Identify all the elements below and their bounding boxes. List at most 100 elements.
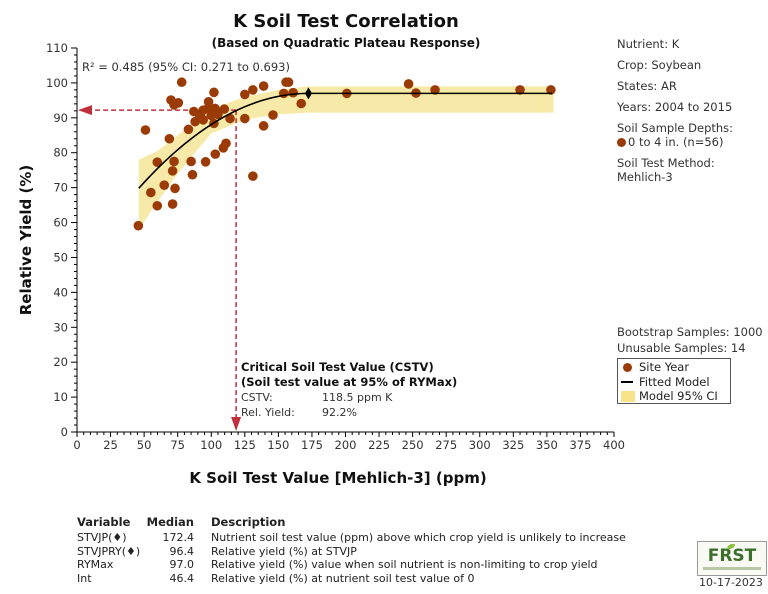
data-point [268,110,278,120]
ci-band [138,86,554,230]
x-tick-label: 25 [103,438,118,452]
data-point [159,180,170,190]
data-point [248,85,258,95]
data-point [210,149,221,159]
data-point [403,79,414,89]
table-cell: 97.0 [169,558,195,571]
data-point [167,199,178,209]
x-tick-label: 100 [200,438,222,452]
join-point-diamond-icon [304,87,312,100]
x-tick-label: 75 [170,438,185,452]
depth-item-label: 0 to 4 in. (n=56) [628,135,724,149]
data-point [240,113,250,124]
data-point [546,85,556,95]
legend-label: Site Year [639,360,690,375]
ci-band-layer [138,86,554,230]
table-cell: 96.4 [169,544,195,558]
dot-icon [621,362,635,372]
legend-item-ci: Model 95% CI [621,389,730,404]
y-tick-label: 80 [53,146,68,160]
cstv-x-arrow [231,417,242,431]
bootstrap-info: Bootstrap Samples: 1000 [617,325,763,339]
method-label: Soil Test Method: [617,156,715,170]
y-tick-label: 60 [53,216,68,230]
data-point [430,85,440,95]
y-tick-label: 100 [46,76,68,90]
data-point [140,125,151,135]
y-tick-label: 20 [53,355,68,369]
data-point [194,109,204,120]
cstv-label: CSTV: [241,391,273,404]
data-point [515,85,525,95]
data-point [170,183,180,194]
table-cell: Int [77,571,92,585]
table-header: Description [211,515,286,529]
r2-annotation: R² = 0.485 (95% CI: 0.271 to 0.693) [82,60,290,74]
y-tick-label: 50 [53,250,68,264]
method-value: Mehlich-3 [617,170,673,184]
data-point [296,98,306,109]
data-point [225,113,235,124]
data-point [164,133,175,144]
nutrient-info: Nutrient: K [617,37,680,51]
x-tick-label: 275 [435,438,457,452]
curve-layer [138,87,553,189]
y-tick-label: 30 [53,320,68,334]
x-tick-label: 250 [402,438,424,452]
data-point [240,89,250,100]
x-tick-label: 150 [267,438,289,452]
y-axis-label: Relative Yield (%) [17,165,35,316]
data-point [218,143,229,153]
table-cell: 172.4 [162,531,195,544]
table-cell: Relative yield (%) at nutrient soil test… [211,571,475,585]
crop-info: Crop: Soybean [617,58,702,72]
x-tick-label: 350 [536,438,558,452]
frst-logo: FRST [697,541,767,576]
years-info: Years: 2004 to 2015 [617,100,733,114]
data-point [169,100,179,110]
unusable-info: Unusable Samples: 14 [617,341,746,355]
x-tick-label: 300 [469,438,491,452]
data-point [169,156,179,167]
data-point [167,166,178,176]
data-point [186,156,196,167]
data-point [209,87,219,98]
x-axis-label: K Soil Test Value [Mehlich-3] (ppm) [189,469,486,487]
cstv-value: 118.5 ppm K [322,391,393,404]
table-header: Variable [77,515,131,529]
cstv-y-arrow [78,105,92,116]
y-tick-label: 0 [61,425,68,439]
table-cell: Nutrient soil test value (ppm) above whi… [211,531,626,544]
chart-title: K Soil Test Correlation [233,11,459,32]
x-tick-label: 200 [335,438,357,452]
x-tick-label: 0 [73,438,80,452]
table-cell: STVJPRY(♦) [77,544,141,558]
data-point [133,220,144,231]
y-tick-label: 110 [46,41,68,55]
table-cell: RYMax [77,558,114,571]
x-tick-label: 400 [603,438,625,452]
data-point [152,200,163,211]
table-cell: STVJP(♦) [77,531,127,544]
axes: 0 25 50 75 100 125 150 175 200 225 250 275 300 325 350… [46,41,625,452]
data-point [248,171,258,181]
data-point [219,104,230,114]
rel-yield-label: Rel. Yield: [241,406,295,419]
cstv-subtitle: (Soil test value at 95% of RYMax) [241,375,457,389]
table-cell: 46.4 [169,571,195,585]
y-tick-label: 70 [53,181,68,195]
data-point [152,157,163,167]
legend-item-site-year: Site Year [621,360,730,375]
y-tick-label: 10 [53,390,68,404]
y-tick-label: 40 [53,285,68,299]
data-point [176,77,187,88]
data-point [146,187,156,198]
y-tick-label: 90 [53,111,68,125]
report-date: 10-17-2023 [699,576,763,589]
depths-label: Soil Sample Depths: [617,121,734,135]
depth-item: 0 to 4 in. (n=56) [617,135,723,149]
fitted-curve [138,92,553,189]
points-layer [133,77,556,231]
data-point [258,121,269,131]
line-icon [621,380,635,383]
